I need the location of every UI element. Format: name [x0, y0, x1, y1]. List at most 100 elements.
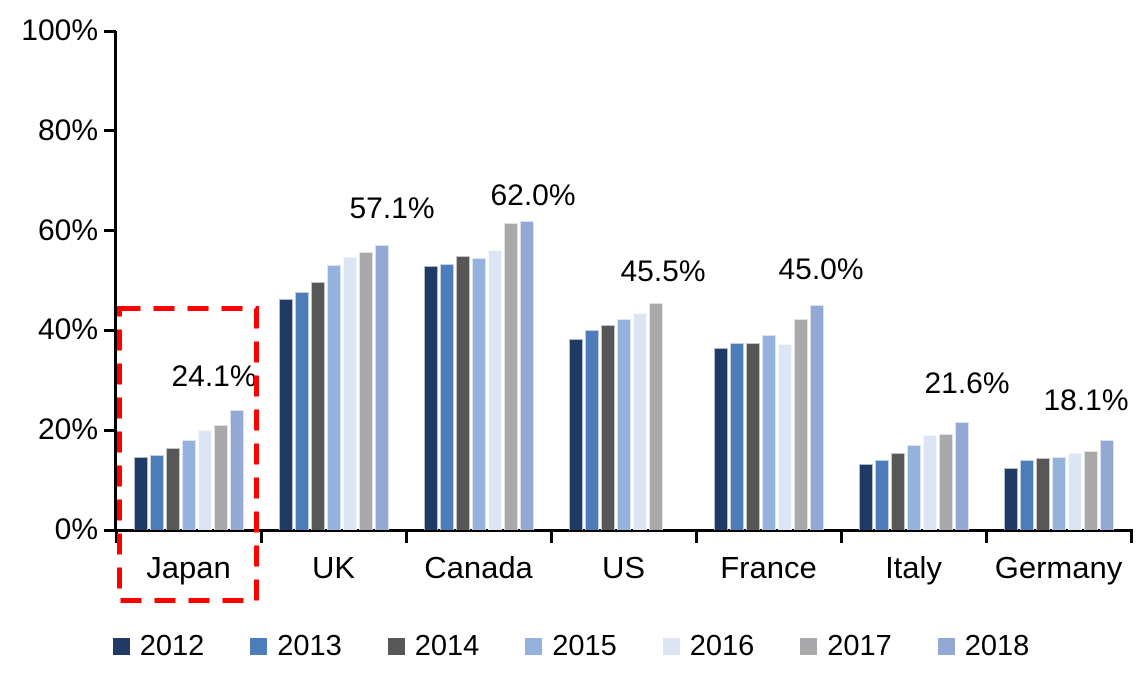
bar-canada-2016 — [487, 250, 502, 530]
y-axis-tick-mark — [104, 129, 116, 133]
bar-uk-2016 — [342, 256, 357, 530]
bar-france-2014 — [745, 343, 760, 530]
bar-japan-2012 — [133, 456, 148, 530]
y-axis-line — [114, 31, 117, 532]
bar-italy-2018 — [954, 422, 969, 530]
bar-japan-2016 — [197, 430, 212, 530]
x-axis-label-france: France — [720, 550, 817, 585]
bar-canada-2017 — [503, 222, 518, 530]
bar-canada-2014 — [455, 256, 470, 530]
bar-group-us — [551, 30, 696, 530]
legend-label-2016: 2016 — [689, 630, 755, 662]
x-axis-tick-mark — [1129, 530, 1133, 543]
y-axis-tick-label: 80% — [37, 113, 98, 147]
y-axis-tick-label: 100% — [21, 14, 98, 47]
bar-italy-2014 — [890, 452, 905, 530]
bar-canada-2015 — [471, 257, 486, 530]
legend-swatch-2014 — [387, 637, 405, 655]
bar-group-uk — [261, 30, 406, 530]
bar-japan-2013 — [149, 455, 164, 530]
bar-france-2016 — [777, 344, 792, 530]
legend-item-2012: 2012 — [112, 629, 205, 663]
legend-swatch-2016 — [662, 637, 680, 655]
bar-germany-2015 — [1051, 456, 1066, 530]
data-label-italy: 21.6% — [924, 367, 1010, 400]
x-axis-tick-mark — [404, 530, 408, 543]
x-axis-label-italy: Italy — [885, 550, 942, 585]
x-axis-tick-mark — [259, 530, 263, 543]
bar-germany-2018 — [1099, 439, 1114, 530]
x-axis-label-canada: Canada — [424, 550, 533, 585]
bar-france-2018 — [809, 305, 824, 530]
x-axis-label-germany: Germany — [994, 550, 1123, 585]
x-axis-line — [114, 529, 1133, 532]
y-axis-tick-mark — [104, 528, 116, 532]
data-label-germany: 18.1% — [1043, 384, 1129, 417]
bar-group-france — [696, 30, 841, 530]
x-axis-tick-mark — [549, 530, 553, 543]
x-axis-tick-mark — [839, 530, 843, 543]
bar-japan-2017 — [213, 425, 228, 530]
bar-germany-2013 — [1019, 460, 1034, 530]
legend-label-2015: 2015 — [552, 630, 617, 662]
legend-item-2014: 2014 — [387, 629, 480, 663]
legend-item-2017: 2017 — [800, 629, 892, 663]
x-axis-label-japan: Japan — [146, 550, 231, 585]
legend-item-2013: 2013 — [250, 629, 342, 663]
y-axis-tick-mark — [104, 229, 116, 233]
bar-japan-2014 — [165, 447, 180, 530]
legend-swatch-2018 — [937, 637, 955, 655]
y-axis-tick-mark — [104, 328, 116, 332]
data-label-canada: 62.0% — [490, 179, 576, 212]
bar-japan-2018 — [229, 409, 244, 530]
legend-label-2012: 2012 — [139, 630, 205, 662]
y-axis-tick-mark — [104, 428, 116, 432]
y-axis-tick-label: 0% — [54, 513, 98, 546]
data-label-uk: 57.1% — [349, 192, 435, 225]
bar-us-2016 — [632, 312, 647, 530]
y-axis-tick-label: 20% — [37, 413, 98, 447]
legend-item-2018: 2018 — [937, 629, 1030, 663]
legend: 2012 2013 2014 2015 2016 2017 2018 — [0, 626, 1142, 666]
bar-italy-2016 — [922, 434, 937, 530]
bar-us-2013 — [584, 329, 599, 530]
data-label-japan: 24.1% — [171, 360, 257, 393]
legend-swatch-2013 — [250, 637, 268, 655]
legend-swatch-2012 — [112, 637, 130, 655]
bar-uk-2015 — [326, 265, 341, 530]
x-axis-label-us: US — [601, 550, 646, 585]
bar-france-2012 — [713, 348, 728, 530]
bar-uk-2017 — [358, 252, 373, 530]
data-label-france: 45.0% — [778, 253, 864, 286]
bar-canada-2018 — [519, 220, 534, 530]
legend-label-2014: 2014 — [414, 630, 480, 662]
bar-germany-2017 — [1083, 450, 1098, 530]
bar-group-italy — [841, 30, 986, 530]
legend-label-2018: 2018 — [964, 630, 1030, 662]
bar-italy-2015 — [906, 445, 921, 530]
bar-italy-2013 — [874, 459, 889, 530]
y-axis-tick-label: 40% — [37, 313, 98, 347]
legend-swatch-2015 — [525, 637, 543, 655]
bar-france-2015 — [761, 335, 776, 530]
x-axis-tick-mark — [114, 530, 118, 543]
y-axis-tick-mark — [104, 29, 116, 33]
legend-item-2015: 2015 — [525, 629, 617, 663]
bar-germany-2012 — [1003, 467, 1018, 530]
bar-us-2014 — [600, 325, 615, 530]
legend-label-2017: 2017 — [827, 630, 892, 662]
bar-germany-2016 — [1067, 453, 1082, 530]
bar-uk-2018 — [374, 245, 389, 530]
bar-uk-2013 — [294, 292, 309, 530]
bar-france-2017 — [793, 318, 808, 530]
bar-uk-2012 — [278, 299, 293, 530]
bar-france-2013 — [729, 342, 744, 530]
bar-italy-2012 — [858, 463, 873, 530]
bar-canada-2012 — [423, 265, 438, 530]
legend-item-2016: 2016 — [662, 629, 755, 663]
bar-italy-2017 — [938, 433, 953, 530]
x-axis-tick-mark — [984, 530, 988, 543]
bar-us-2015 — [616, 319, 631, 530]
legend-swatch-2017 — [800, 637, 818, 655]
bar-canada-2013 — [439, 263, 454, 530]
